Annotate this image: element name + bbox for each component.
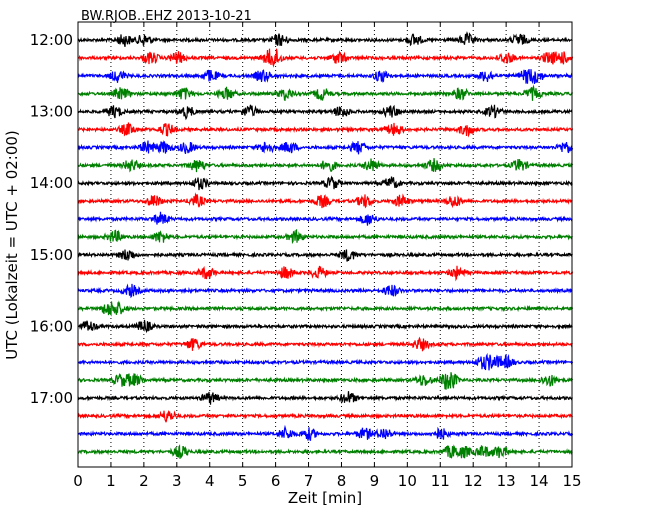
y-tick-label: 14:00 [30, 174, 73, 192]
x-tick-label: 9 [370, 472, 380, 490]
x-tick-label: 14 [530, 472, 549, 490]
trace-line [77, 372, 574, 390]
trace-line [77, 140, 574, 155]
x-tick-label: 6 [271, 472, 281, 490]
chart-title: BW.RJOB..EHZ 2013-10-21 [81, 9, 252, 24]
x-tick-label: 7 [304, 472, 314, 490]
trace-line [77, 104, 573, 121]
x-tick-label: 5 [238, 472, 248, 490]
trace-line [77, 265, 574, 282]
trace-line [77, 192, 573, 209]
x-tick-label: 13 [497, 472, 516, 490]
y-tick-label: 16:00 [30, 317, 73, 335]
x-tick-label: 11 [431, 472, 450, 490]
y-tick-label: 15:00 [30, 246, 73, 264]
trace-line [77, 336, 573, 352]
y-axis-label: UTC (Lokalzeit = UTC + 02:00) [3, 130, 21, 360]
y-tick-label: 12:00 [30, 31, 73, 49]
trace-line [77, 391, 573, 405]
y-axis-ticks: 12:00 13:00 14:00 15:00 16:00 17:00 [30, 31, 82, 407]
x-tick-label: 15 [562, 472, 581, 490]
y-tick-label: 13:00 [30, 103, 73, 121]
x-tick-label: 0 [73, 472, 83, 490]
trace-line [77, 122, 574, 138]
trace-line [77, 319, 573, 334]
plot-area [78, 22, 572, 467]
trace-line [77, 409, 574, 423]
trace-line [77, 158, 574, 173]
trace-line [77, 48, 574, 68]
x-tick-label: 1 [106, 472, 116, 490]
seismogram-traces [77, 31, 574, 459]
trace-line [77, 249, 573, 262]
trace-line [77, 84, 574, 102]
x-tick-label: 12 [464, 472, 483, 490]
x-tick-label: 10 [398, 472, 417, 490]
plot-frame [77, 21, 573, 468]
trace-line [77, 300, 574, 317]
trace-line [77, 228, 573, 245]
trace-line [77, 211, 573, 226]
trace-line [77, 31, 573, 47]
trace-line [77, 352, 574, 371]
x-tick-label: 8 [337, 472, 347, 490]
x-tick-label: 2 [139, 472, 149, 490]
trace-line [77, 283, 573, 299]
trace-line [77, 424, 574, 442]
trace-line [77, 444, 573, 459]
y-tick-label: 17:00 [30, 389, 73, 407]
x-axis-ticks: 0 1 2 3 4 5 6 7 8 9 10 11 12 13 14 15 [73, 22, 582, 490]
x-tick-label: 3 [172, 472, 182, 490]
trace-line [77, 175, 573, 191]
trace-line [77, 68, 573, 85]
x-tick-label: 4 [205, 472, 215, 490]
x-axis-label: Zeit [min] [288, 489, 362, 507]
